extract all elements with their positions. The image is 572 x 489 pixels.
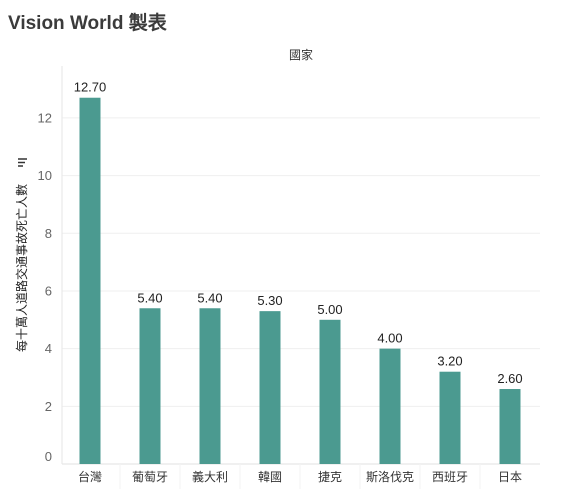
y-axis: 0 2 4 6 8 10 12 — [38, 110, 52, 464]
bar-value-label: 5.00 — [317, 302, 342, 317]
x-tick-label[interactable]: 斯洛伐克 — [366, 469, 414, 484]
bar-value-label: 12.70 — [74, 80, 107, 95]
bar-value-label: 4.00 — [377, 331, 402, 346]
x-tick-label[interactable]: 台灣 — [78, 469, 102, 484]
y-tick-label: 2 — [45, 399, 52, 414]
x-tick-label[interactable]: 義大利 — [192, 469, 228, 484]
bar[interactable] — [79, 97, 101, 464]
bar-value-labels: 12.70 5.40 5.40 5.30 5.00 4.00 3.20 2.60 — [74, 80, 523, 386]
category-header: 台灣 葡萄牙 義大利 韓國 捷克 斯洛伐克 西班牙 日本 — [78, 464, 522, 489]
column-header-label: 國家 — [288, 48, 313, 62]
bar[interactable] — [439, 371, 461, 464]
bar-value-label: 5.40 — [137, 290, 162, 305]
bar[interactable] — [319, 319, 341, 464]
sort-icon[interactable] — [18, 158, 27, 167]
sheet-title: Vision World 製表 — [8, 13, 167, 34]
y-tick-label: 10 — [38, 168, 52, 183]
bar-value-label: 5.30 — [257, 293, 282, 308]
x-tick-label[interactable]: 西班牙 — [432, 470, 468, 484]
bar-value-label: 3.20 — [437, 354, 462, 369]
bar[interactable] — [379, 348, 401, 464]
y-tick-label: 0 — [45, 449, 52, 464]
y-tick-label: 4 — [45, 341, 52, 356]
x-tick-label[interactable]: 葡萄牙 — [132, 470, 168, 484]
bar-value-label: 2.60 — [497, 371, 522, 386]
y-axis-title: 每十萬人道路交通事故死亡人數 — [14, 184, 29, 352]
y-tick-label: 8 — [45, 226, 52, 241]
y-tick-label: 12 — [38, 110, 52, 125]
bar[interactable] — [139, 308, 161, 464]
x-tick-label[interactable]: 日本 — [498, 470, 522, 484]
y-tick-label: 6 — [45, 283, 52, 298]
bar-value-label: 5.40 — [197, 290, 222, 305]
y-axis-title-group: 每十萬人道路交通事故死亡人數 — [14, 158, 29, 352]
bar[interactable] — [499, 389, 521, 464]
x-tick-label[interactable]: 韓國 — [258, 470, 282, 484]
bar[interactable] — [199, 308, 221, 464]
gridlines — [62, 117, 540, 465]
bars — [79, 97, 521, 464]
bar[interactable] — [259, 311, 281, 464]
x-tick-label[interactable]: 捷克 — [318, 470, 342, 484]
